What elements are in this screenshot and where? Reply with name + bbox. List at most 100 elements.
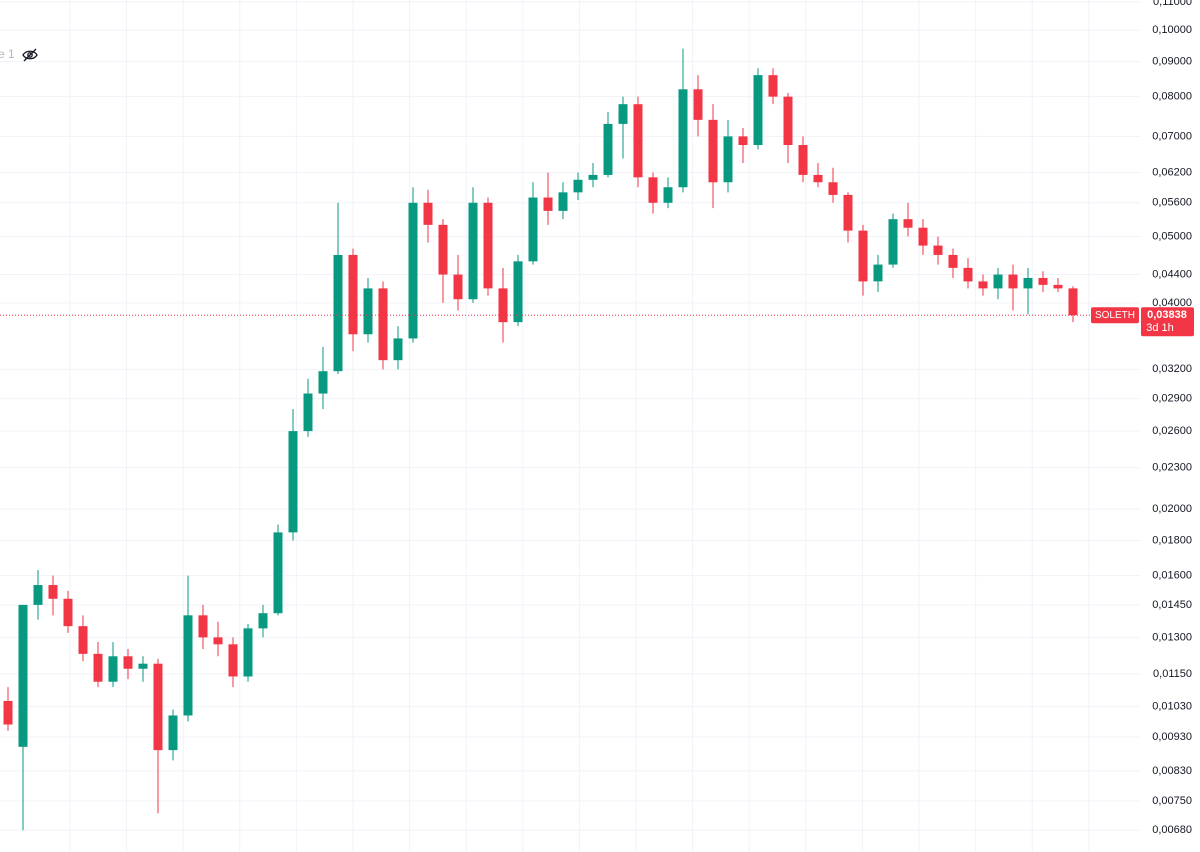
- y-tick-label: 0,00750: [1152, 795, 1192, 807]
- y-tick-label: 0,01030: [1152, 701, 1192, 713]
- candle-body: [903, 219, 913, 228]
- y-tick-label: 0,05000: [1152, 230, 1192, 242]
- y-tick-label: 0,05600: [1152, 197, 1192, 209]
- candle-body: [798, 145, 808, 175]
- candle-body: [768, 75, 778, 97]
- candle-body: [273, 532, 283, 614]
- candle-body: [468, 202, 478, 300]
- grid: [0, 0, 1140, 852]
- candle-body: [243, 628, 253, 677]
- candle-body: [813, 174, 823, 183]
- candle-body: [63, 598, 73, 627]
- y-tick-label: 0,02600: [1152, 425, 1192, 437]
- candle-body: [588, 174, 598, 180]
- candle-body: [633, 104, 643, 178]
- y-tick-label: 0,03200: [1152, 363, 1192, 375]
- y-tick-label: 0,01450: [1152, 599, 1192, 611]
- candle-body: [528, 197, 538, 262]
- legend-text: e 1: [0, 47, 15, 61]
- candle-body: [1023, 277, 1033, 289]
- y-tick-label: 0,00830: [1152, 765, 1192, 777]
- candle-body: [723, 136, 733, 183]
- candle-body: [858, 230, 868, 282]
- y-tick-label: 0,11000: [1153, 0, 1192, 8]
- candle-body: [1068, 288, 1078, 316]
- candle-body: [363, 288, 373, 335]
- candle-body: [828, 182, 838, 195]
- candle-body: [348, 254, 358, 335]
- candle-body: [738, 136, 748, 146]
- candle-body: [618, 104, 628, 124]
- candles: [0, 48, 1140, 831]
- candle-body: [33, 585, 43, 605]
- candle-body: [558, 192, 568, 211]
- candle-body: [153, 663, 163, 751]
- candle-body: [708, 119, 718, 183]
- last-price-label: 0,03838: [1147, 309, 1187, 321]
- candle-body: [303, 393, 313, 432]
- candle-body: [843, 194, 853, 231]
- candle-body: [258, 613, 268, 629]
- candle-body: [93, 653, 103, 682]
- candle-body: [318, 371, 328, 394]
- price-badge-box: [1141, 307, 1194, 337]
- candle-body: [918, 227, 928, 246]
- candle-body: [663, 187, 673, 203]
- y-tick-label: 0,02000: [1152, 503, 1192, 515]
- candle-body: [783, 96, 793, 146]
- eye-off-icon[interactable]: [22, 48, 38, 62]
- y-tick-label: 0,02900: [1152, 393, 1192, 405]
- y-tick-label: 0,10000: [1152, 24, 1192, 36]
- y-tick-label: 0,00930: [1152, 731, 1192, 743]
- legend: e 1: [0, 47, 38, 62]
- candle-body: [168, 715, 178, 751]
- price-axis: 0,11000 0,10000 0,09000 0,08000 0,07000 0,062…: [1152, 0, 1192, 836]
- candle-body: [408, 202, 418, 339]
- candle-body: [933, 245, 943, 255]
- candle-body: [678, 89, 688, 188]
- candle-body: [993, 274, 1003, 289]
- y-tick-label: 0,04000: [1152, 297, 1192, 309]
- candle-body: [573, 179, 583, 193]
- candle-body: [453, 274, 463, 300]
- candle-body: [603, 123, 613, 175]
- candle-body: [438, 224, 448, 275]
- y-tick-label: 0,01300: [1152, 631, 1192, 643]
- candle-body: [978, 281, 988, 289]
- symbol-label: SOLETH: [1095, 310, 1135, 321]
- candle-body: [543, 197, 553, 211]
- candle-body: [138, 663, 148, 669]
- y-tick-label: 0,06200: [1152, 166, 1192, 178]
- y-tick-label: 0,01800: [1152, 534, 1192, 546]
- candle-body: [753, 75, 763, 146]
- candle-body: [378, 288, 388, 361]
- candle-body: [1038, 277, 1048, 285]
- y-tick-label: 0,04400: [1152, 268, 1192, 280]
- candle-body: [108, 656, 118, 682]
- candle-body: [1008, 274, 1018, 289]
- y-tick-label: 0,01600: [1152, 569, 1192, 581]
- candle-body: [888, 219, 898, 265]
- candle-body: [513, 261, 523, 323]
- y-tick-label: 0,08000: [1152, 91, 1192, 103]
- symbol-badge: [1091, 307, 1139, 324]
- candle-body: [213, 637, 223, 645]
- candle-body: [948, 254, 958, 268]
- y-tick-label: 0,00680: [1152, 824, 1192, 836]
- candle-body: [48, 585, 58, 599]
- candle-body: [228, 644, 238, 677]
- countdown-label: 3d 1h: [1146, 322, 1174, 334]
- candle-body: [423, 202, 433, 225]
- candle-body: [498, 288, 508, 323]
- candle-body: [648, 177, 658, 203]
- candle-body: [78, 626, 88, 654]
- y-tick-label: 0,07000: [1152, 130, 1192, 142]
- candle-body: [483, 202, 493, 289]
- y-tick-label: 0,01150: [1153, 668, 1192, 680]
- candle-body: [198, 615, 208, 638]
- candle-body: [123, 656, 133, 669]
- y-tick-label: 0,02300: [1152, 462, 1192, 474]
